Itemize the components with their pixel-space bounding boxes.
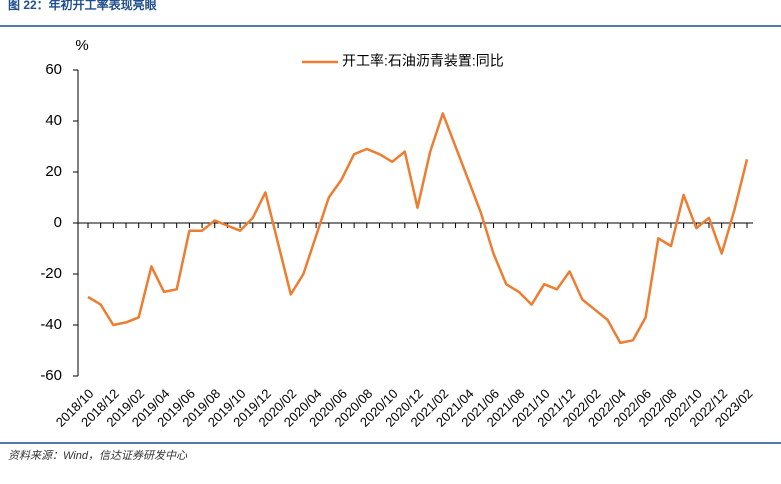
figure-title: 图 22：年初开工率表现亮眼 (8, 0, 157, 12)
y-tick-label: 60 (45, 61, 62, 78)
y-tick-label: 40 (45, 112, 62, 129)
data-line (87, 112, 749, 345)
y-tick-label: -60 (40, 367, 62, 384)
y-tick-label: 0 (54, 214, 62, 231)
legend-label: 开工率:石油沥青装置:同比 (342, 53, 504, 69)
y-axis-label: % (75, 37, 88, 54)
y-tick-label: 20 (45, 163, 62, 180)
y-tick-label: -40 (40, 316, 62, 333)
source-note: 资料来源：Wind，信达证券研发中心 (8, 449, 188, 462)
y-tick-label: -20 (40, 265, 62, 282)
